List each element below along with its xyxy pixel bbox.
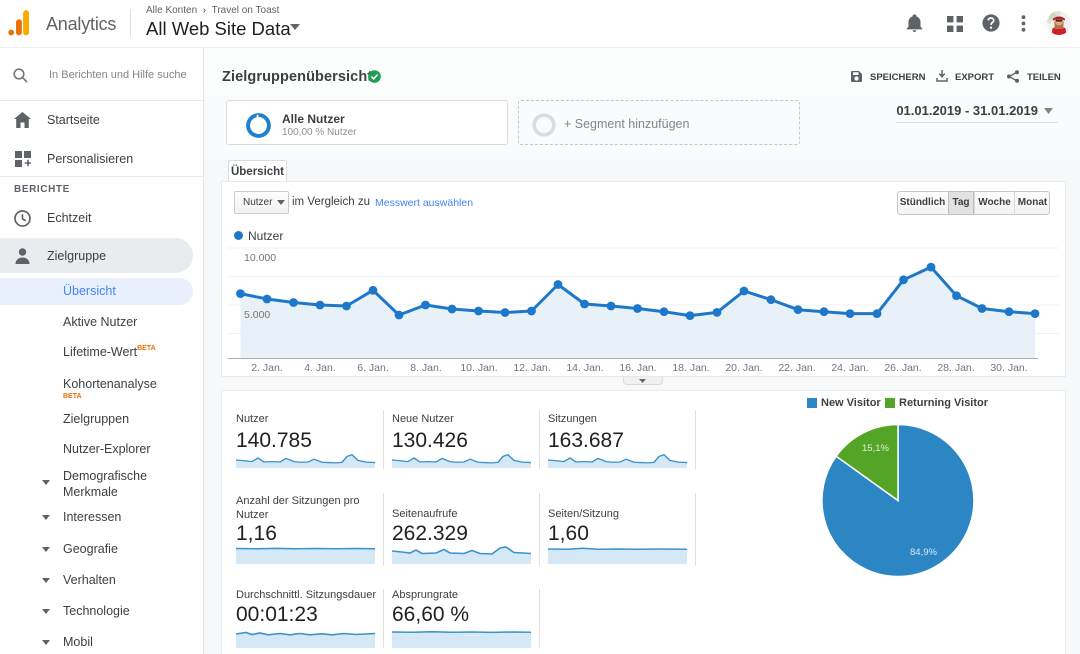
svg-text:14. Jan.: 14. Jan. — [566, 362, 603, 374]
svg-text:10.000: 10.000 — [244, 252, 276, 264]
svg-text:12. Jan.: 12. Jan. — [513, 362, 550, 374]
svg-text:8. Jan.: 8. Jan. — [410, 362, 442, 374]
svg-text:2. Jan.: 2. Jan. — [251, 362, 283, 374]
svg-text:18. Jan.: 18. Jan. — [672, 362, 709, 374]
svg-text:30. Jan.: 30. Jan. — [990, 362, 1027, 374]
svg-text:5.000: 5.000 — [244, 309, 270, 321]
svg-text:15,1%: 15,1% — [862, 443, 889, 454]
svg-text:84,9%: 84,9% — [910, 547, 937, 558]
svg-text:4. Jan.: 4. Jan. — [304, 362, 336, 374]
svg-text:16. Jan.: 16. Jan. — [619, 362, 656, 374]
svg-text:20. Jan.: 20. Jan. — [725, 362, 762, 374]
svg-text:28. Jan.: 28. Jan. — [937, 362, 974, 374]
svg-text:22. Jan.: 22. Jan. — [778, 362, 815, 374]
svg-text:10. Jan.: 10. Jan. — [460, 362, 497, 374]
svg-text:24. Jan.: 24. Jan. — [831, 362, 868, 374]
svg-text:26. Jan.: 26. Jan. — [884, 362, 921, 374]
svg-text:6. Jan.: 6. Jan. — [357, 362, 389, 374]
